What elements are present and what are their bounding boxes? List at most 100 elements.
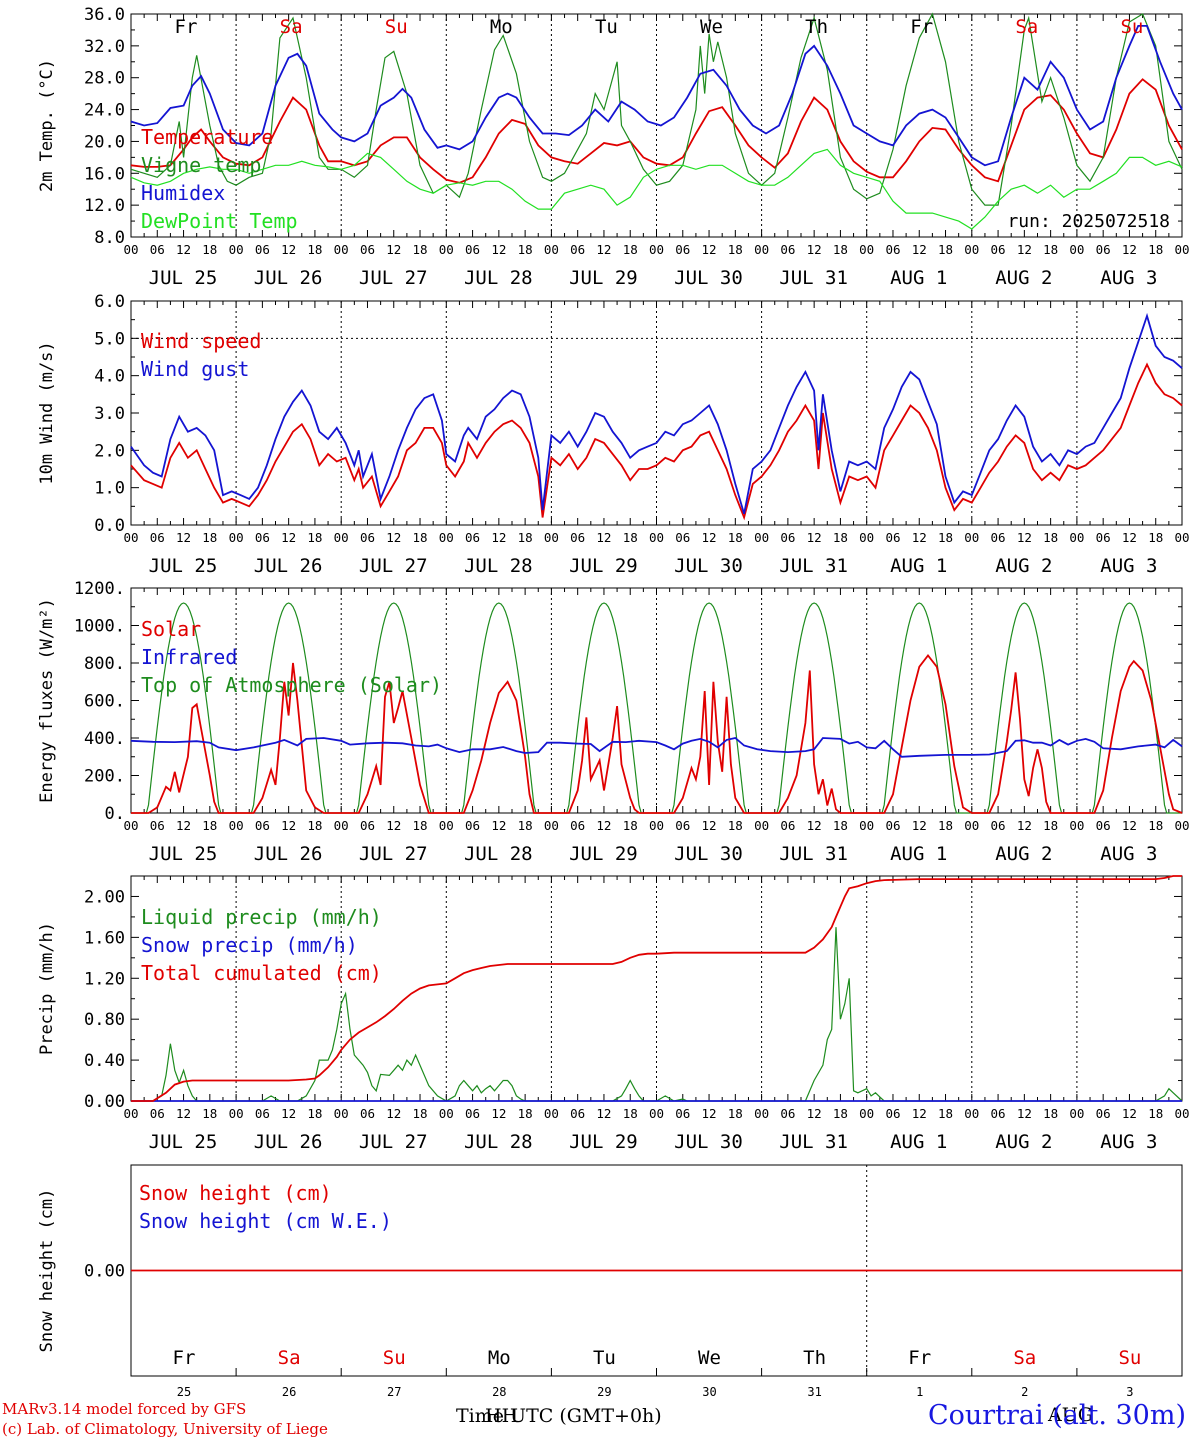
hour-tick-label: 06 xyxy=(465,530,480,545)
y-tick-label: 1200. xyxy=(74,579,125,599)
y-tick-label: 12.0 xyxy=(84,196,125,216)
hour-tick-label: 06 xyxy=(885,530,900,545)
y-tick-label: 0.00 xyxy=(84,1092,125,1112)
hour-tick-label: 12 xyxy=(596,530,611,545)
y-tick-label: 1000. xyxy=(74,617,125,637)
y-tick-label: 0.0 xyxy=(94,516,125,536)
y-tick-label: 0.80 xyxy=(84,1010,125,1030)
date-label: AUG 2 xyxy=(995,267,1052,289)
hour-tick-label: 06 xyxy=(255,242,270,257)
hour-tick-label: 06 xyxy=(360,530,375,545)
hour-tick-label: 00 xyxy=(1174,818,1189,833)
day-number-label: 28 xyxy=(492,1385,506,1399)
hour-tick-label: 06 xyxy=(570,242,585,257)
hour-tick-label: 12 xyxy=(491,530,506,545)
hour-tick-label: 00 xyxy=(859,242,874,257)
hour-tick-label: 12 xyxy=(176,1106,191,1121)
hour-tick-label: 18 xyxy=(202,818,217,833)
hour-tick-label: 06 xyxy=(991,818,1006,833)
hour-tick-label: 00 xyxy=(1174,242,1189,257)
y-tick-label: 3.0 xyxy=(94,404,125,424)
hour-tick-label: 18 xyxy=(938,242,953,257)
hour-tick-label: 18 xyxy=(1148,818,1163,833)
date-label: AUG 3 xyxy=(1100,1131,1157,1153)
hour-tick-label: 00 xyxy=(649,1106,664,1121)
legend-entry: Vigne temp xyxy=(141,153,261,177)
hour-tick-label: 00 xyxy=(754,818,769,833)
hour-tick-label: 00 xyxy=(123,818,138,833)
hour-tick-label: 18 xyxy=(833,818,848,833)
weekday-label: Su xyxy=(1120,16,1143,38)
weekday-label: Sa xyxy=(280,16,303,38)
y-tick-label: 8.0 xyxy=(94,228,125,248)
weekday-label: Fr xyxy=(173,1347,196,1369)
hour-tick-label: 00 xyxy=(964,530,979,545)
hour-tick-label: 12 xyxy=(1122,530,1137,545)
hour-tick-label: 06 xyxy=(991,530,1006,545)
hour-tick-label: 12 xyxy=(1017,1106,1032,1121)
hour-tick-label: 06 xyxy=(675,818,690,833)
hour-tick-label: 18 xyxy=(833,242,848,257)
y-axis-label: 10m Wind (m/s) xyxy=(37,341,57,484)
legend-entry: Infrared xyxy=(141,645,237,669)
hour-tick-label: 18 xyxy=(623,1106,638,1121)
hour-tick-label: 12 xyxy=(702,530,717,545)
hour-tick-label: 00 xyxy=(544,818,559,833)
y-tick-label: 600. xyxy=(84,692,125,712)
hour-tick-label: 00 xyxy=(123,530,138,545)
date-label: JUL 25 xyxy=(149,555,218,577)
date-label: AUG 2 xyxy=(995,843,1052,865)
date-label: JUL 30 xyxy=(674,1131,743,1153)
hour-tick-label: 06 xyxy=(1096,530,1111,545)
hour-tick-label: 00 xyxy=(754,242,769,257)
y-tick-label: 24.0 xyxy=(84,101,125,121)
weekday-label: Mo xyxy=(490,16,513,38)
series-line-liquid-precip-mm-h- xyxy=(131,927,1183,1102)
panel-precip: 00 06 12 18 00 06 12 18 00 06 12 18 00 06 12 18 00 06 12 18… xyxy=(37,875,1190,1153)
y-axis-label: Snow height (cm) xyxy=(37,1189,57,1353)
date-label: JUL 31 xyxy=(779,267,848,289)
hour-tick-label: 18 xyxy=(728,242,743,257)
hour-tick-label: 06 xyxy=(570,530,585,545)
hour-tick-label: 12 xyxy=(281,242,296,257)
hour-tick-label: 00 xyxy=(1069,530,1084,545)
y-tick-label: 1.60 xyxy=(84,928,125,948)
hour-tick-label: 12 xyxy=(596,818,611,833)
date-label: AUG 1 xyxy=(890,267,947,289)
hour-tick-label: 12 xyxy=(281,1106,296,1121)
hour-tick-label: 18 xyxy=(307,1106,322,1121)
hour-tick-label: 00 xyxy=(123,1106,138,1121)
date-label: AUG 3 xyxy=(1100,555,1157,577)
hour-tick-label: 18 xyxy=(728,818,743,833)
hour-tick-label: 12 xyxy=(491,818,506,833)
legend-entry: Total cumulated (cm) xyxy=(141,961,382,985)
date-label: JUL 26 xyxy=(254,267,323,289)
date-label: JUL 28 xyxy=(464,1131,533,1153)
date-label: JUL 31 xyxy=(779,843,848,865)
hour-tick-label: 06 xyxy=(885,1106,900,1121)
hour-tick-label: 06 xyxy=(780,1106,795,1121)
hour-tick-label: 00 xyxy=(859,818,874,833)
hour-tick-label: 06 xyxy=(885,818,900,833)
weekday-label: Sa xyxy=(278,1347,301,1369)
hour-tick-label: 12 xyxy=(912,1106,927,1121)
series-line-infrared xyxy=(130,737,1183,758)
date-label: JUL 29 xyxy=(569,555,638,577)
hour-tick-label: 12 xyxy=(912,242,927,257)
hour-tick-label: 12 xyxy=(702,818,717,833)
date-label: JUL 31 xyxy=(779,555,848,577)
hour-tick-label: 00 xyxy=(544,1106,559,1121)
hour-tick-label: 12 xyxy=(807,530,822,545)
run-label: run: 2025072518 xyxy=(1007,211,1170,232)
date-label: JUL 29 xyxy=(569,1131,638,1153)
y-axis-label: Precip (mm/h) xyxy=(37,922,57,1055)
y-tick-label: 0.40 xyxy=(84,1051,125,1071)
hour-tick-label: 06 xyxy=(1096,242,1111,257)
hour-tick-label: 00 xyxy=(439,530,454,545)
legend-entry: Liquid precip (mm/h) xyxy=(141,905,382,929)
y-tick-label: 400. xyxy=(84,729,125,749)
y-tick-label: 800. xyxy=(84,654,125,674)
hour-tick-label: 06 xyxy=(1096,818,1111,833)
y-tick-label: 1.0 xyxy=(94,479,125,499)
